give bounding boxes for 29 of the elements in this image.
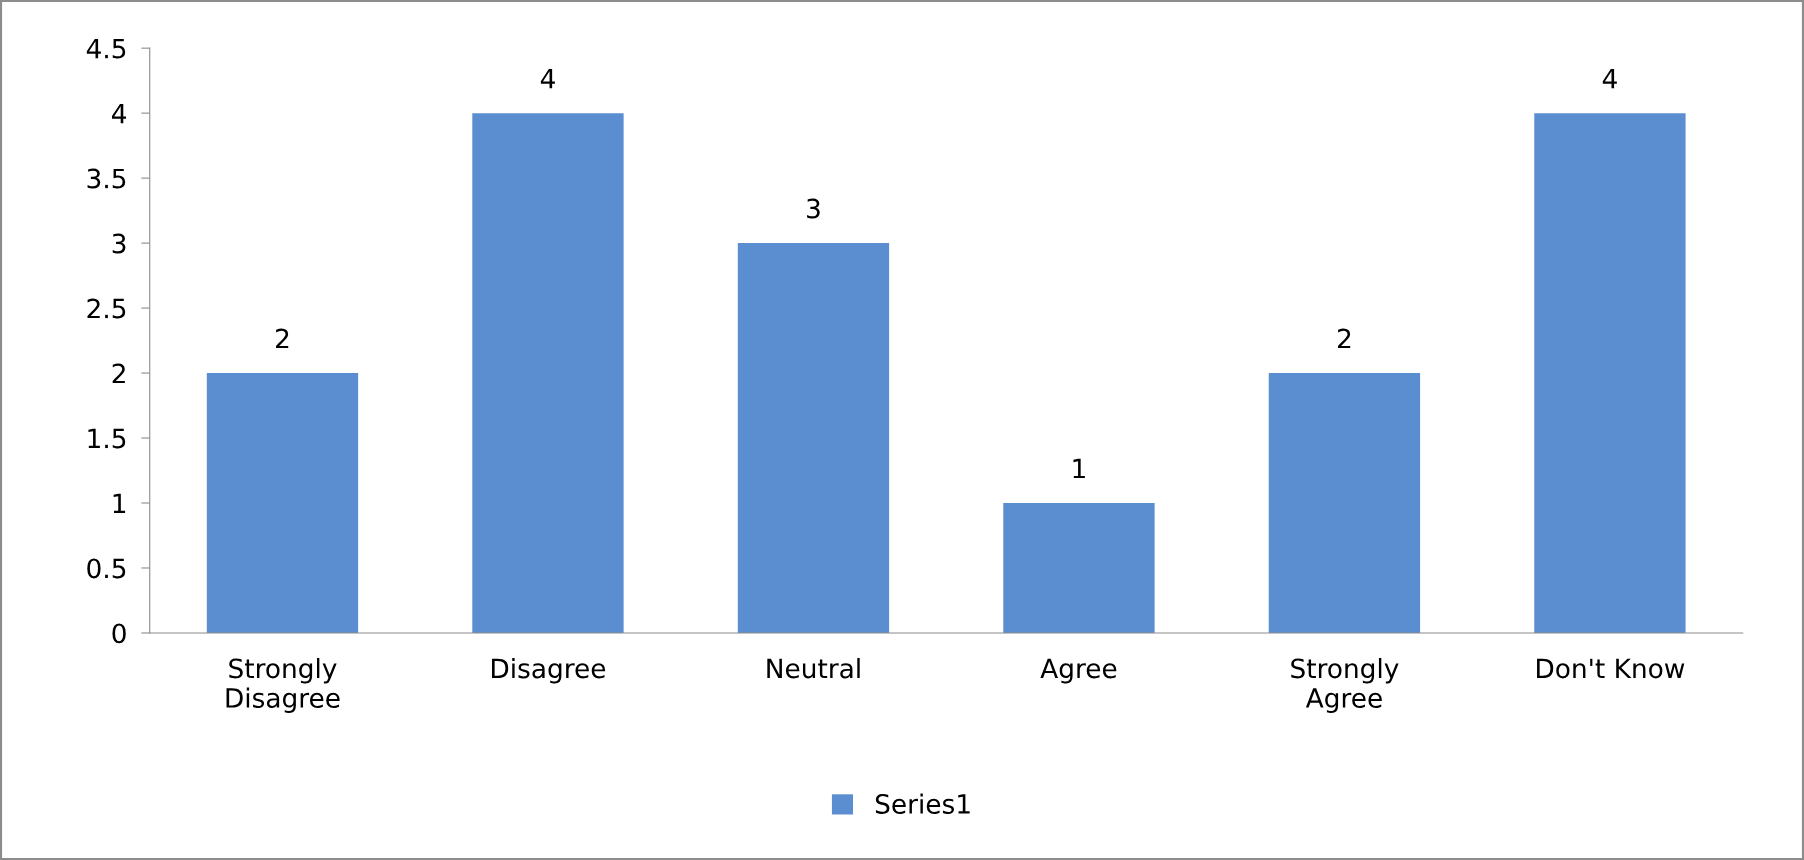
x-tick-label: Disagree bbox=[492, 657, 606, 684]
y-tick-label: 1 bbox=[113, 493, 126, 514]
y-tick-label: 2.5 bbox=[87, 298, 126, 319]
data-label: 2 bbox=[276, 328, 289, 349]
x-tick-label: Agree bbox=[1040, 658, 1117, 684]
bar bbox=[1003, 503, 1155, 633]
bar bbox=[737, 243, 890, 633]
x-tick-label: Strongly Agree bbox=[1291, 657, 1399, 714]
bar bbox=[1534, 113, 1686, 633]
bar bbox=[206, 373, 359, 633]
x-tick-label: Don't Know bbox=[1537, 658, 1685, 679]
y-tick-label: 3.5 bbox=[87, 168, 126, 189]
y-tick-label: 4 bbox=[112, 103, 127, 124]
y-tick-label: 2 bbox=[112, 363, 125, 384]
y-tick-label: 1.5 bbox=[88, 428, 126, 449]
data-label: 4 bbox=[540, 68, 555, 89]
y-tick-label: 0.5 bbox=[87, 558, 126, 579]
bar bbox=[1268, 373, 1421, 633]
data-label: 1 bbox=[1073, 458, 1085, 479]
data-label: 4 bbox=[1602, 68, 1617, 89]
bar bbox=[472, 113, 624, 633]
y-tick-label: 0 bbox=[112, 623, 126, 644]
data-label: 3 bbox=[807, 198, 820, 219]
x-tick-label: Neutral bbox=[767, 657, 860, 679]
y-tick-label: 3 bbox=[112, 233, 126, 254]
x-tick-label: Strongly Disagree bbox=[226, 657, 340, 714]
y-tick-label: 4.5 bbox=[86, 38, 126, 59]
legend-label: Series1 bbox=[875, 793, 970, 814]
data-label: 2 bbox=[1337, 328, 1351, 349]
